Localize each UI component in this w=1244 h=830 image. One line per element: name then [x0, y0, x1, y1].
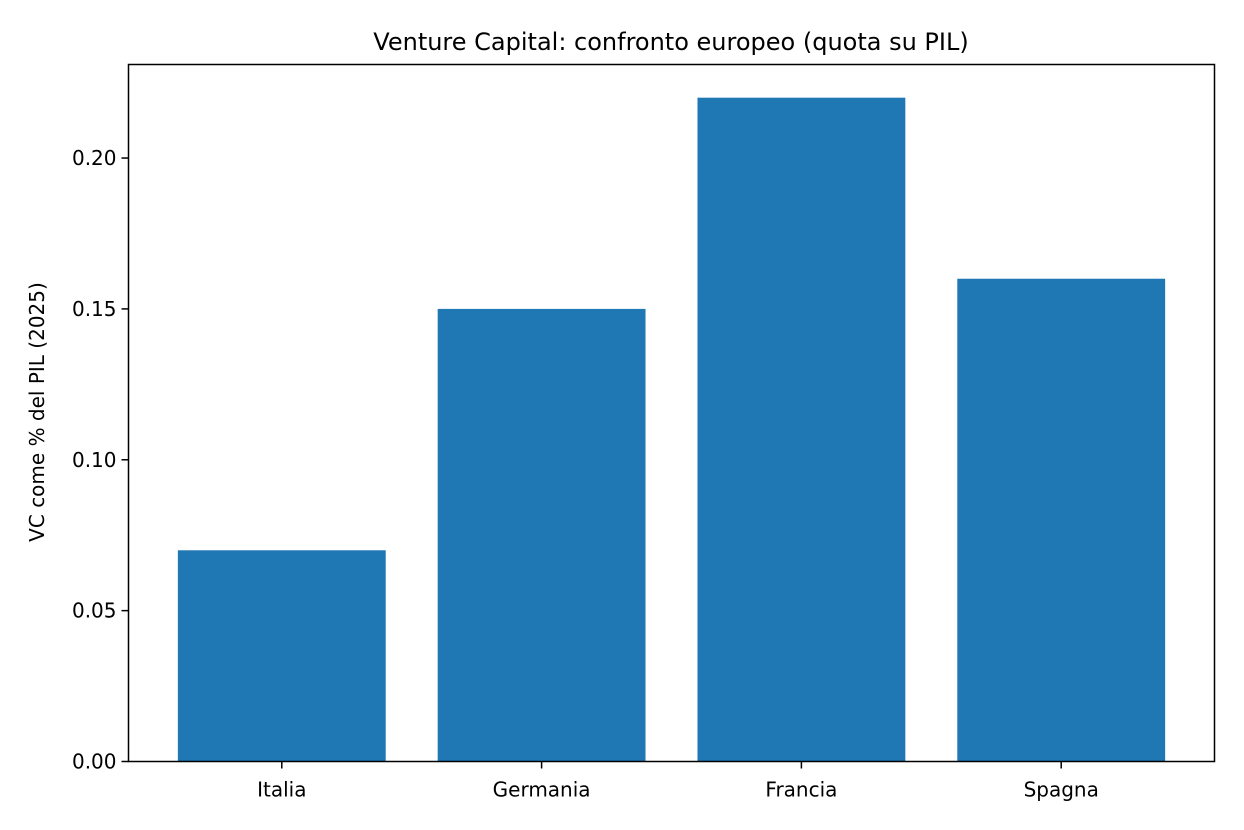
x-tick-label: Francia [765, 778, 837, 802]
y-tick-label: 0.10 [72, 448, 117, 472]
x-tick-label: Spagna [1024, 778, 1099, 802]
plot-frame [127, 63, 1216, 763]
y-tick-label: 0.05 [72, 599, 117, 623]
y-tick-label: 0.20 [72, 146, 117, 170]
x-tick-label: Italia [257, 778, 306, 802]
bar-spagna [957, 278, 1166, 762]
x-tick-label: Germania [493, 778, 591, 802]
y-tick-label: 0.00 [72, 750, 117, 774]
y-axis-label: VC come % del PIL (2025) [25, 282, 49, 542]
bar-francia [697, 97, 906, 762]
chart-title: Venture Capital: confronto europeo (quot… [373, 28, 968, 56]
bar-italia [177, 550, 386, 762]
bar-germania [437, 308, 646, 762]
y-tick-label: 0.15 [72, 297, 117, 321]
